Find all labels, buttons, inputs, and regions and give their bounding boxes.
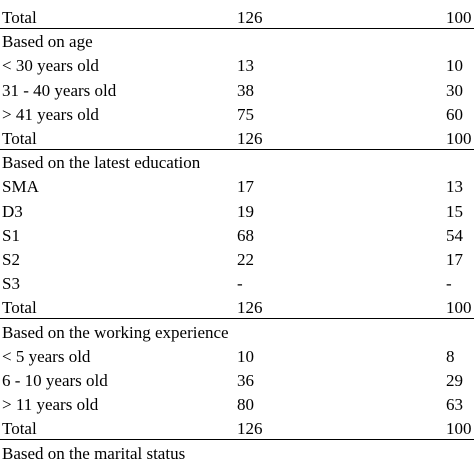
- table-row: < 5 years old 10 8: [0, 345, 474, 369]
- percent-cell: 13: [446, 177, 463, 197]
- row-label: D3: [2, 201, 23, 221]
- row-label: Total: [2, 8, 37, 27]
- row-label: < 5 years old: [2, 346, 91, 366]
- table-row: D3 19 15: [0, 200, 474, 224]
- percent-cell: 100: [446, 298, 472, 318]
- count-cell: 38: [237, 80, 254, 100]
- row-label: 31 - 40 years old: [2, 80, 117, 100]
- table-row: Total 126 100: [0, 6, 474, 30]
- count-cell: 10: [237, 346, 254, 366]
- row-label: Based on the marital status: [2, 443, 186, 463]
- row-label: S3: [2, 274, 20, 294]
- row-label: Total: [2, 419, 37, 439]
- table-row: 31 - 40 years old 38 30: [0, 79, 474, 103]
- count-cell: 22: [237, 250, 254, 269]
- table-row: Based on the working experience: [0, 321, 474, 345]
- row-label: SMA: [2, 177, 39, 197]
- row-label: < 30 years old: [2, 56, 99, 76]
- percent-cell: 17: [446, 250, 463, 269]
- count-cell: 36: [237, 371, 254, 390]
- table-row: Total 126 100: [0, 417, 474, 441]
- table-row: S1 68 54: [0, 224, 474, 248]
- row-label: Total: [2, 298, 37, 318]
- row-label: > 11 years old: [2, 395, 99, 415]
- table-row: > 11 years old 80 63: [0, 393, 474, 417]
- percent-cell: 10: [446, 56, 463, 76]
- row-label: 6 - 10 years old: [2, 371, 108, 390]
- table-row: S2 22 17: [0, 248, 474, 272]
- count-cell: -: [237, 274, 243, 294]
- table-row: Based on age: [0, 30, 474, 54]
- row-label: S1: [2, 225, 20, 245]
- row-label: Based on age: [2, 32, 93, 52]
- percent-cell: 8: [446, 346, 455, 366]
- row-label: S2: [2, 250, 20, 269]
- count-cell: 126: [237, 8, 263, 27]
- section-divider: [0, 149, 474, 150]
- percent-cell: 63: [446, 395, 463, 415]
- section-divider: [0, 318, 474, 320]
- count-cell: 126: [237, 298, 263, 318]
- percent-cell: 60: [446, 104, 463, 124]
- count-cell: 126: [237, 419, 263, 439]
- table-row: Total 126 100: [0, 296, 474, 320]
- section-divider: [0, 439, 474, 441]
- percent-cell: 100: [446, 419, 472, 439]
- count-cell: 19: [237, 201, 254, 221]
- row-label: Based on the working experience: [2, 322, 229, 342]
- count-cell: 68: [237, 225, 254, 245]
- percent-cell: -: [446, 274, 452, 294]
- count-cell: 126: [237, 129, 263, 148]
- count-cell: 17: [237, 177, 254, 197]
- percent-cell: 30: [446, 80, 463, 100]
- percent-cell: 29: [446, 371, 463, 390]
- count-cell: 75: [237, 104, 254, 124]
- row-label: Based on the latest education: [2, 153, 201, 173]
- section-divider: [0, 28, 474, 29]
- percent-cell: 15: [446, 201, 463, 221]
- table-row: Based on the marital status: [0, 442, 474, 466]
- row-label: Total: [2, 129, 37, 148]
- percent-cell: 54: [446, 225, 463, 245]
- table-row: Total 126 100: [0, 127, 474, 151]
- table-row: SMA 17 13: [0, 175, 474, 199]
- count-cell: 80: [237, 395, 254, 415]
- table-row: 6 - 10 years old 36 29: [0, 369, 474, 393]
- row-label: > 41 years old: [2, 104, 99, 124]
- table-row: < 30 years old 13 10: [0, 54, 474, 78]
- percent-cell: 100: [446, 8, 472, 27]
- percent-cell: 100: [446, 129, 472, 148]
- table-row: Based on the latest education: [0, 151, 474, 175]
- count-cell: 13: [237, 56, 254, 76]
- table-row: > 41 years old 75 60: [0, 103, 474, 127]
- table-row: S3 - -: [0, 272, 474, 296]
